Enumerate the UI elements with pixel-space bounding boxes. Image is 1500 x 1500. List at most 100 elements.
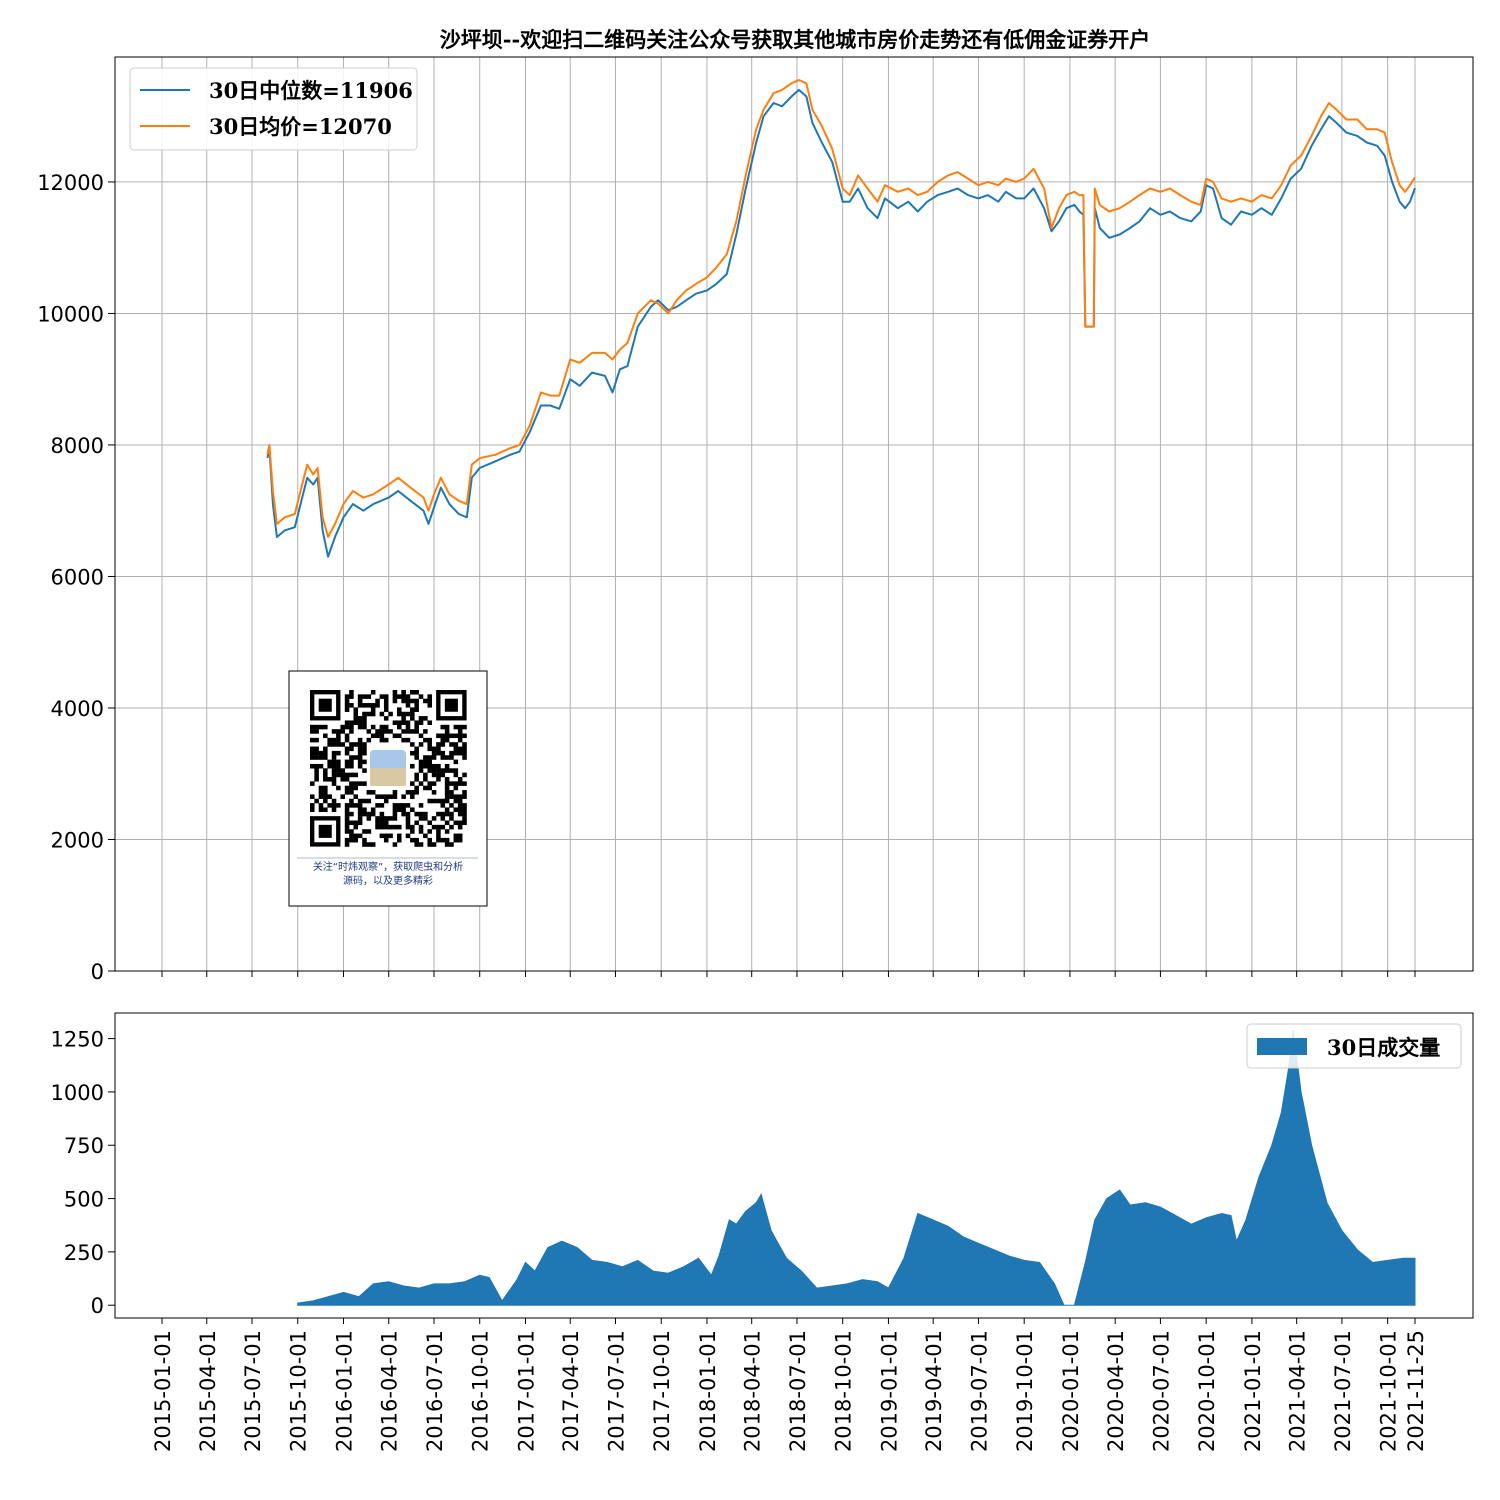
volume-x-tick-label: 2016-07-01 bbox=[423, 1330, 447, 1452]
qr-module bbox=[418, 803, 424, 808]
qr-module bbox=[418, 811, 424, 817]
qr-module bbox=[449, 816, 454, 821]
qr-module bbox=[423, 763, 428, 769]
qr-module bbox=[440, 816, 446, 821]
qr-module bbox=[462, 750, 467, 756]
qr-module bbox=[462, 794, 467, 799]
qr-module bbox=[392, 811, 398, 817]
qr-module bbox=[331, 772, 337, 778]
qr-module bbox=[340, 768, 345, 773]
qr-module bbox=[344, 694, 350, 699]
qr-module bbox=[457, 733, 463, 739]
qr-module bbox=[344, 763, 350, 769]
qr-module bbox=[362, 807, 367, 812]
qr-module bbox=[323, 772, 328, 778]
qr-module bbox=[423, 755, 428, 760]
qr-module bbox=[323, 746, 328, 752]
price-y-tick-label: 4000 bbox=[51, 697, 104, 721]
qr-module bbox=[349, 694, 354, 699]
qr-module bbox=[436, 746, 441, 752]
qr-module bbox=[457, 803, 463, 808]
qr-module bbox=[331, 729, 337, 734]
qr-module bbox=[392, 698, 398, 704]
qr-module bbox=[362, 781, 367, 786]
qr-module bbox=[340, 724, 345, 730]
qr-module bbox=[362, 724, 367, 730]
qr-module bbox=[370, 703, 376, 708]
qr-module bbox=[349, 833, 354, 839]
qr-module bbox=[357, 694, 363, 699]
qr-module bbox=[353, 794, 359, 799]
qr-module bbox=[453, 785, 459, 791]
qr-module bbox=[310, 729, 315, 734]
qr-module bbox=[397, 733, 402, 739]
qr-module bbox=[453, 833, 459, 839]
volume-x-tick-label: 2016-01-01 bbox=[332, 1330, 356, 1452]
qr-module bbox=[462, 816, 467, 821]
qr-module bbox=[405, 724, 411, 730]
qr-module bbox=[323, 798, 328, 804]
qr-module bbox=[366, 798, 372, 804]
qr-module bbox=[344, 777, 350, 782]
price-legend: 30日中位数=11906 30日均价=12070 bbox=[129, 67, 418, 151]
qr-module bbox=[314, 772, 319, 778]
qr-module bbox=[344, 816, 350, 821]
qr-module bbox=[453, 746, 459, 752]
qr-module bbox=[457, 833, 463, 839]
qr-module bbox=[431, 781, 437, 786]
qr-module bbox=[362, 694, 367, 699]
qr-module bbox=[410, 729, 415, 734]
qr-module bbox=[383, 794, 389, 799]
qr-module bbox=[366, 711, 372, 717]
qr-module bbox=[414, 842, 419, 847]
qr-module bbox=[397, 694, 402, 699]
qr-module bbox=[453, 781, 459, 786]
legend-median-label: 30日中位数=11906 bbox=[209, 78, 413, 103]
qr-module bbox=[362, 759, 367, 765]
qr-module bbox=[427, 781, 432, 786]
qr-module bbox=[366, 829, 372, 834]
qr-module bbox=[410, 742, 415, 747]
qr-module bbox=[436, 742, 441, 747]
qr-module bbox=[344, 842, 350, 847]
qr-module bbox=[405, 811, 411, 817]
qr-module bbox=[449, 803, 454, 808]
qr-module bbox=[449, 842, 454, 847]
qr-module bbox=[366, 790, 372, 795]
qr-module bbox=[353, 720, 359, 725]
qr-module bbox=[388, 794, 393, 799]
qr-module bbox=[405, 803, 411, 808]
qr-module bbox=[457, 724, 463, 730]
volume-legend-box bbox=[1246, 1023, 1462, 1069]
volume-x-tick-label: 2015-07-01 bbox=[241, 1330, 265, 1452]
qr-module bbox=[357, 750, 363, 756]
qr-module bbox=[401, 720, 406, 725]
volume-x-tick-label: 2017-07-01 bbox=[604, 1330, 628, 1452]
qr-module bbox=[353, 711, 359, 717]
qr-module bbox=[310, 746, 315, 752]
volume-x-tick-label: 2019-01-01 bbox=[877, 1330, 901, 1452]
qr-module bbox=[314, 763, 319, 769]
qr-module bbox=[375, 820, 380, 826]
qr-module bbox=[349, 720, 354, 725]
qr-module bbox=[383, 820, 389, 826]
qr-module bbox=[323, 777, 328, 782]
qr-module bbox=[318, 724, 324, 730]
price-legend-box bbox=[129, 67, 418, 151]
qr-module bbox=[323, 807, 328, 812]
qr-module bbox=[331, 807, 337, 812]
qr-module bbox=[336, 772, 341, 778]
qr-module bbox=[379, 811, 385, 817]
qr-module bbox=[444, 842, 450, 847]
volume-x-tick-label: 2015-01-01 bbox=[151, 1330, 175, 1452]
volume-x-tick-label: 2018-04-01 bbox=[741, 1330, 765, 1452]
qr-module bbox=[449, 768, 454, 773]
qr-module bbox=[405, 694, 411, 699]
qr-module bbox=[462, 746, 467, 752]
qr-module bbox=[379, 733, 385, 739]
qr-module bbox=[353, 820, 359, 826]
qr-module bbox=[362, 750, 367, 756]
qr-module bbox=[344, 772, 350, 778]
qr-module bbox=[357, 820, 363, 826]
qr-module bbox=[453, 750, 459, 756]
